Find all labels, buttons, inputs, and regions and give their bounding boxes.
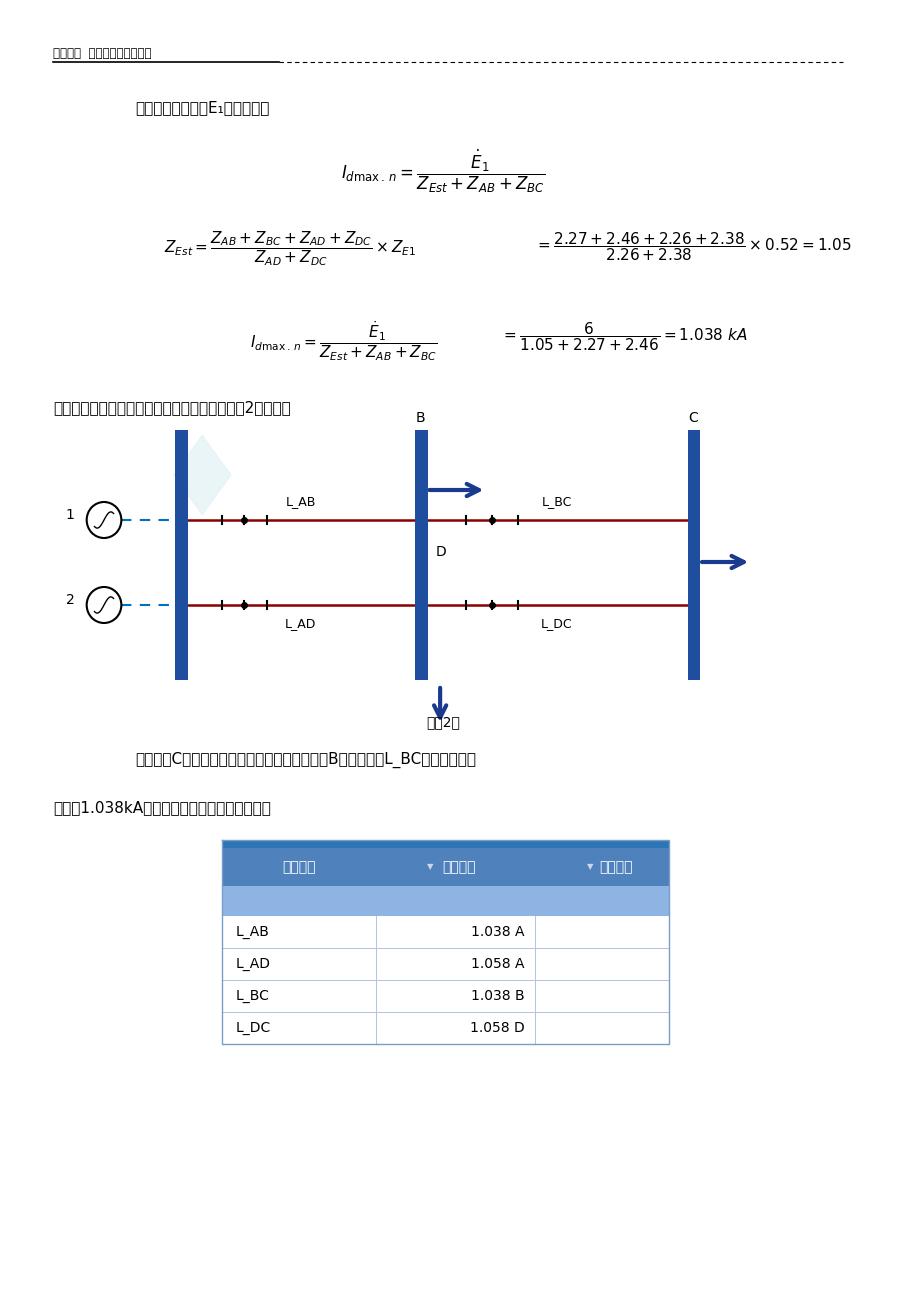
Text: ▼: ▼ bbox=[586, 862, 593, 871]
Text: L_AB: L_AB bbox=[285, 495, 315, 508]
Text: L_AB: L_AB bbox=[235, 926, 269, 939]
Bar bbox=[221, 840, 669, 848]
Bar bbox=[221, 948, 669, 980]
Text: $= \dfrac{2.27+2.46+2.26+2.38}{2.26+2.38} \times 0.52 = 1.05$: $= \dfrac{2.27+2.46+2.26+2.38}{2.26+2.38… bbox=[534, 230, 850, 263]
Text: 图（2）: 图（2） bbox=[425, 715, 460, 729]
Polygon shape bbox=[173, 436, 231, 515]
Text: $I_{d\max\,.\,n} = \dfrac{\dot{E}_1}{Z_{Est}+Z_{AB}+Z_{BC}}$: $I_{d\max\,.\,n} = \dfrac{\dot{E}_1}{Z_{… bbox=[250, 320, 437, 363]
Text: L_DC: L_DC bbox=[540, 618, 572, 630]
Bar bbox=[221, 916, 669, 948]
Text: ▼: ▼ bbox=[426, 862, 433, 871]
Text: L_BC: L_BC bbox=[541, 495, 572, 508]
Text: L_BC: L_BC bbox=[235, 989, 269, 1004]
Text: 电流幅值: 电流幅值 bbox=[442, 861, 476, 874]
Bar bbox=[221, 1011, 669, 1044]
Bar bbox=[414, 430, 427, 680]
Text: C: C bbox=[687, 411, 698, 425]
Text: D: D bbox=[435, 545, 446, 559]
Text: 2: 2 bbox=[66, 593, 74, 607]
Text: 在软件中最小运行方式所对应的系统图如下图（2）所示：: 在软件中最小运行方式所对应的系统图如下图（2）所示： bbox=[53, 400, 290, 415]
Bar bbox=[221, 980, 669, 1011]
Text: 节点名称: 节点名称 bbox=[599, 861, 632, 874]
Text: L_DC: L_DC bbox=[235, 1020, 271, 1035]
Text: 计算公式，以电源E₁投入为例。: 计算公式，以电源E₁投入为例。 bbox=[135, 100, 269, 114]
Bar bbox=[221, 848, 669, 887]
Bar bbox=[686, 430, 699, 680]
Text: 线路名称: 线路名称 bbox=[281, 861, 315, 874]
Text: $I_{d\max\,.\,n} = \dfrac{\dot{E}_1}{Z_{Est} + Z_{AB} + Z_{BC}}$: $I_{d\max\,.\,n} = \dfrac{\dot{E}_1}{Z_{… bbox=[341, 148, 545, 195]
Text: 第十三章  各单元保护定值计算: 第十三章 各单元保护定值计算 bbox=[53, 47, 152, 60]
Text: L_AD: L_AD bbox=[285, 618, 316, 630]
Text: $Z_{Est} = \dfrac{Z_{AB}+Z_{BC}+Z_{AD}+Z_{DC}}{Z_{AD}+Z_{DC}} \times Z_{E1}$: $Z_{Est} = \dfrac{Z_{AB}+Z_{BC}+Z_{AD}+Z… bbox=[164, 230, 415, 268]
Text: 1.058 A: 1.058 A bbox=[471, 957, 525, 971]
Text: 1.038 A: 1.038 A bbox=[471, 926, 525, 939]
Bar bbox=[221, 887, 669, 916]
Bar bbox=[176, 430, 187, 680]
Text: 好等于1.038kA，和上述理论结算的结果相同。: 好等于1.038kA，和上述理论结算的结果相同。 bbox=[53, 800, 270, 815]
Text: $= \dfrac{6}{1.05+2.27+2.46} = 1.038\ kA$: $= \dfrac{6}{1.05+2.27+2.46} = 1.038\ kA… bbox=[500, 320, 746, 352]
Text: 1.058 D: 1.058 D bbox=[470, 1020, 525, 1035]
Text: 1: 1 bbox=[66, 508, 74, 523]
Text: L_AD: L_AD bbox=[235, 957, 271, 971]
Text: B: B bbox=[415, 411, 425, 425]
Text: 1.038 B: 1.038 B bbox=[471, 989, 525, 1004]
Text: 软件根据C点三相短路的计算结果如下：可见由B点流向线路L_BC的短路电流正: 软件根据C点三相短路的计算结果如下：可见由B点流向线路L_BC的短路电流正 bbox=[135, 751, 475, 768]
